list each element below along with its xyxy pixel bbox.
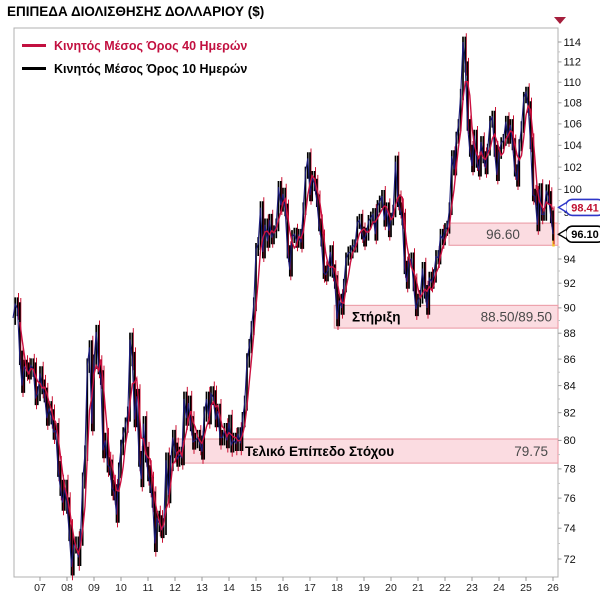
x-axis-label: 26 [547,582,559,594]
x-axis-label: 09 [88,582,100,594]
ma40-tag-arrow-icon [557,202,567,213]
x-axis-label: 13 [196,582,208,594]
y-axis-label: 84 [564,380,576,392]
legend-label-ma40: Κινητός Μέσος Όρος 40 Ημερών [54,39,247,53]
dropdown-triangle-icon[interactable] [554,17,566,24]
ma40-tag-value: 98.41 [571,202,599,214]
x-axis-label: 08 [61,582,73,594]
x-axis-label: 10 [115,582,127,594]
y-axis-label: 80 [564,435,576,447]
chart-plot: 96.60 Στήριξη 88.50/89.50 Τελικό Επίπεδο Στ… [12,27,582,594]
target-band [333,304,559,329]
band-value: 79.75 [514,444,548,459]
plot-frame [13,27,559,578]
x-axis-label: 25 [520,582,532,594]
x-axis-label: 22 [439,582,451,594]
y-axis-label: 102 [564,162,582,174]
x-axis-label: 16 [277,582,289,594]
y-axis-label: 76 [564,493,576,505]
y-axis-label: 74 [564,523,576,535]
y-axis-label: 106 [564,119,582,131]
ma40-line [19,81,554,556]
x-axis-label: 18 [331,582,343,594]
y-axis-label: 72 [564,554,576,566]
y-axis-label: 88 [564,328,576,340]
x-axis-label: 23 [466,582,478,594]
x-axis-label: 12 [169,582,181,594]
y-axis-label: 114 [564,37,582,49]
last-price-tag-arrow-icon [557,229,567,240]
x-axis-label: 24 [493,582,505,594]
y-axis-label: 112 [564,57,582,69]
band-label: Τελικό Επίπεδο Στόχου [245,444,394,459]
x-axis-label: 15 [250,582,262,594]
chart-legend: Κινητός Μέσος Όρος 40 Ημερών Κινητός Μέσ… [22,39,247,76]
x-axis-label: 07 [34,582,46,594]
x-axis-label: 20 [385,582,397,594]
band-value: 88.50/89.50 [481,310,552,325]
band-label: Στήριξη [352,310,401,325]
y-axis-label: 92 [564,278,576,290]
x-axis-label: 11 [143,582,154,594]
x-axis-label: 17 [304,582,316,594]
y-axis-label: 90 [564,303,576,315]
ma10-line [12,41,554,567]
chart-title: ΕΠΙΠΕΔΑ ΔΙΟΛΙΣΘΗΣΗΣ ΔΟΛΛΑΡΙΟΥ ($) [7,4,265,19]
last-price-tag-value: 96.10 [571,229,599,241]
legend-label-ma10: Κινητός Μέσος Όρος 10 Ημερών [54,62,247,76]
x-axis-label: 21 [412,582,424,594]
band-value: 96.60 [486,227,520,242]
y-axis-label: 78 [564,464,576,476]
y-axis-label: 104 [564,140,582,152]
y-axis-label: 110 [564,77,582,89]
y-axis-label: 108 [564,98,582,110]
y-axis-label: 86 [564,354,576,366]
x-axis-label: 14 [223,582,235,594]
ma40-price-tag: 98.41 [557,198,600,217]
y-axis-label: 82 [564,408,576,420]
x-axis-label: 19 [358,582,370,594]
y-axis-label: 100 [564,184,582,196]
last-price-tag: 96.10 [557,225,600,243]
y-axis-label: 94 [564,254,576,266]
